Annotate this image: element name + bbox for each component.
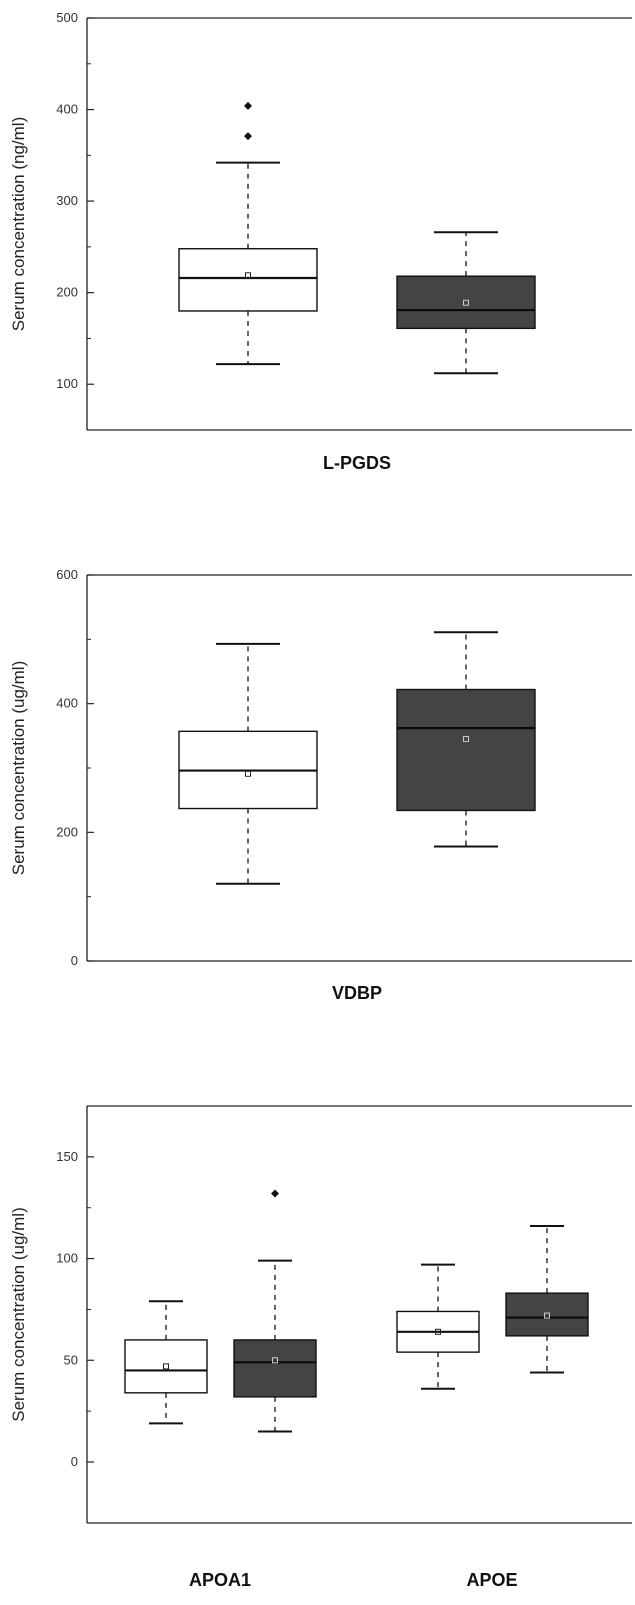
outlier-point: [244, 101, 252, 110]
box-vdbp-group1: [178, 642, 318, 885]
y-tick-label: 100: [56, 1251, 78, 1266]
iqr-box: [396, 688, 536, 812]
mean-marker: [163, 1363, 169, 1370]
box-l-pgds-group2: [396, 231, 536, 375]
y-tick-label: 400: [56, 696, 78, 711]
mean-marker: [435, 1328, 441, 1335]
mean-marker: [272, 1357, 278, 1364]
category-label: APOE: [466, 1570, 517, 1590]
iqr-box: [233, 1339, 317, 1398]
iqr-box: [124, 1339, 208, 1394]
category-label: L-PGDS: [323, 453, 391, 473]
mean-marker: [544, 1312, 550, 1319]
outlier-point: [271, 1189, 279, 1198]
y-axis-title: Serum concentration (ng/ml): [9, 117, 28, 331]
box-chart-2: 0 200 400 600 Serum concentration (ug/ml) VDB…: [9, 567, 632, 1003]
y-tick-label: 500: [56, 10, 78, 25]
box-chart-3: 0 50 100 150 Serum concentration (ug/ml) APOA…: [9, 1105, 632, 1590]
mean-marker: [245, 770, 251, 777]
mean-marker: [245, 272, 251, 279]
box-chart-1: 100 200 300 400 500 Serum concentration (ng/m…: [9, 10, 632, 473]
category-label: APOA1: [189, 1570, 251, 1590]
mean-marker: [463, 736, 469, 743]
iqr-box: [396, 275, 536, 330]
box-vdbp-group2: [396, 631, 536, 848]
y-tick-label: 50: [64, 1352, 78, 1367]
outlier-point: [244, 132, 252, 141]
box-apoa1-group2: [233, 1189, 317, 1433]
y-tick-label: 200: [56, 285, 78, 300]
category-label: VDBP: [332, 983, 382, 1003]
y-axis-title: Serum concentration (ug/ml): [9, 661, 28, 875]
y-tick-label: 0: [71, 1454, 78, 1469]
iqr-box: [178, 248, 318, 312]
box-apoa1-group1: [124, 1300, 208, 1425]
box-l-pgds-group1: [178, 101, 318, 366]
y-tick-label: 300: [56, 193, 78, 208]
iqr-box: [505, 1292, 589, 1337]
box-apoe-group1: [396, 1263, 480, 1390]
y-tick-label: 200: [56, 824, 78, 839]
mean-marker: [463, 299, 469, 306]
box-apoe-group2: [505, 1225, 589, 1374]
y-tick-label: 600: [56, 567, 78, 582]
y-axis-title: Serum concentration (ug/ml): [9, 1207, 28, 1421]
y-tick-label: 0: [71, 953, 78, 968]
y-tick-label: 400: [56, 102, 78, 117]
y-tick-label: 150: [56, 1149, 78, 1164]
y-tick-label: 100: [56, 376, 78, 391]
